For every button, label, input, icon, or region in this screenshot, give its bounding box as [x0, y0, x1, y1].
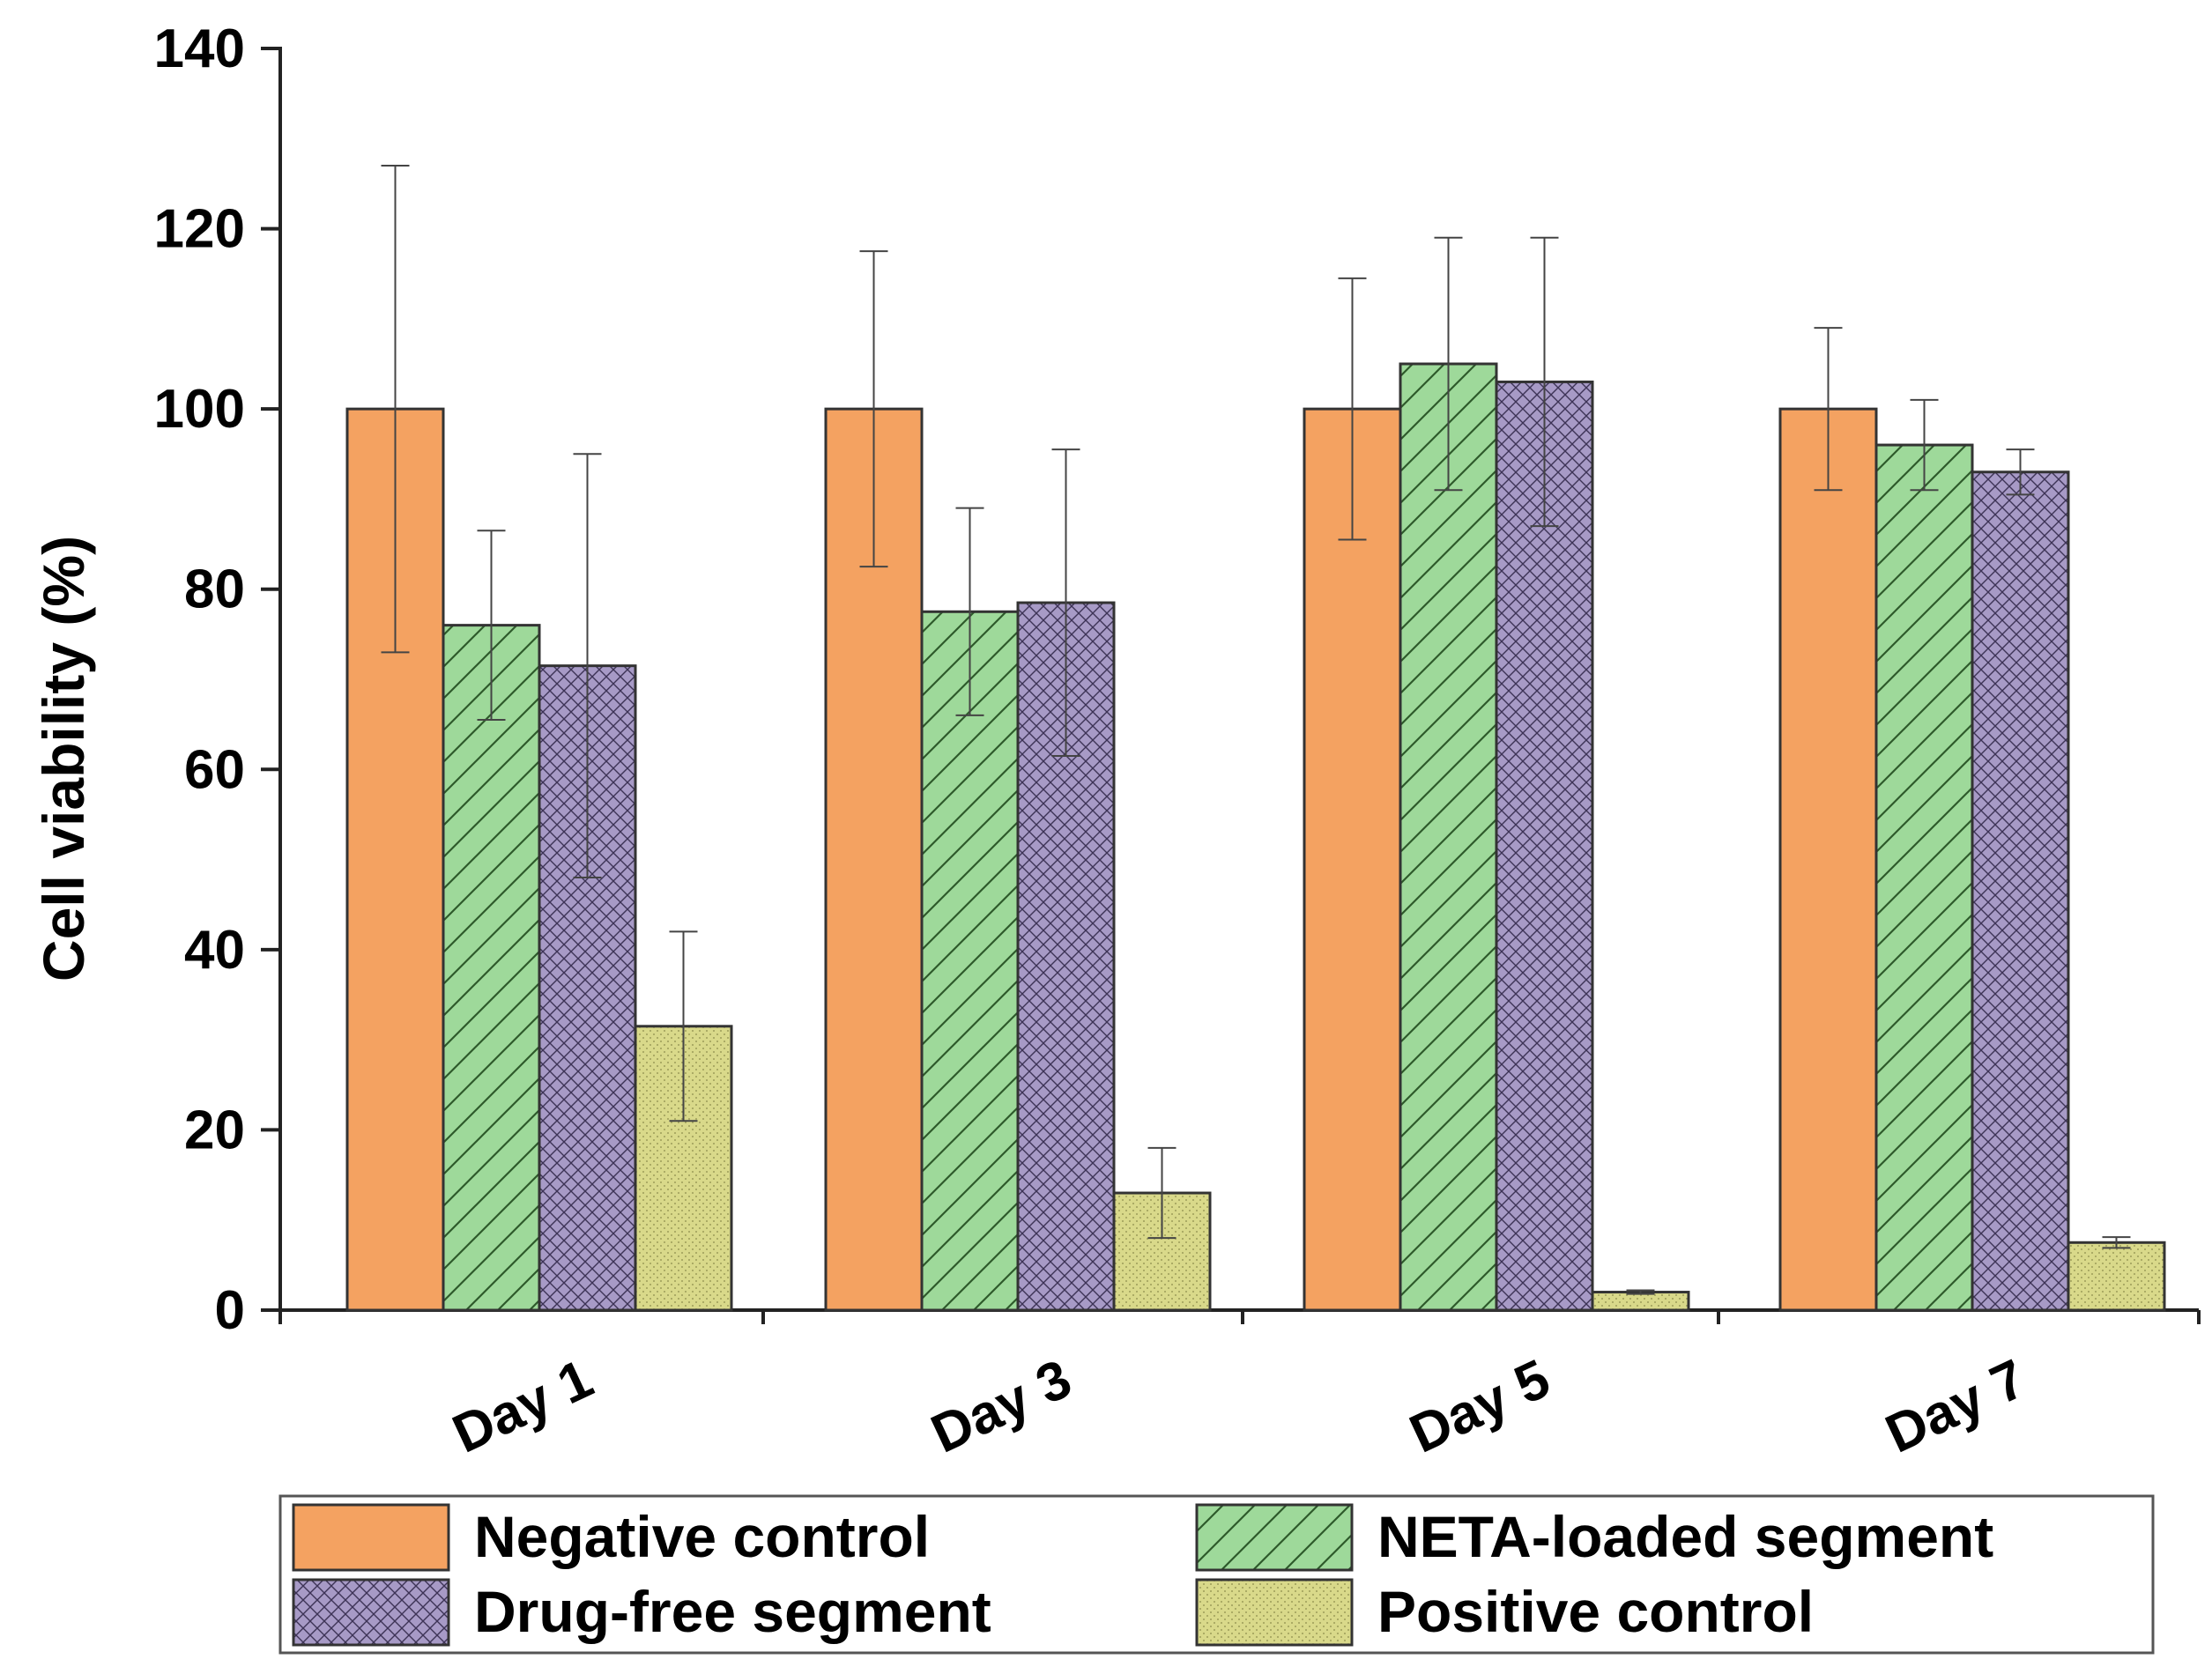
error-bar-negative-2 [859, 250, 888, 568]
error-bar-positive-1 [669, 930, 698, 1122]
bar-negative-4 [1778, 407, 1878, 1312]
x-tick-label: Day 7 [1877, 1348, 2035, 1464]
y-tick-label: 60 [184, 739, 245, 800]
bar-drugfree-4 [1971, 470, 2070, 1312]
legend-label-neta: NETA-loaded segment [1377, 1504, 1993, 1569]
x-tick-label: Day 3 [923, 1348, 1080, 1464]
x-tick-label: Day 1 [444, 1348, 602, 1464]
bar-positive-3 [1591, 1291, 1690, 1312]
error-bar-positive-4 [2102, 1236, 2131, 1249]
y-axis-title: Cell viability (%) [31, 536, 96, 981]
legend-label-negative: Negative control [474, 1504, 930, 1569]
bar-neta-1 [442, 624, 541, 1312]
y-tick-label: 120 [154, 199, 245, 260]
error-bar-negative-4 [1814, 327, 1843, 492]
bar-drugfree-3 [1495, 380, 1594, 1312]
legend-swatch-negative [292, 1503, 450, 1572]
error-bars [381, 164, 2131, 1295]
bar-negative-3 [1303, 407, 1402, 1312]
error-bar-neta-4 [1910, 398, 1939, 492]
bar-neta-2 [920, 610, 1020, 1312]
bar-positive-4 [2067, 1241, 2166, 1312]
y-tick-label: 20 [184, 1100, 245, 1160]
error-bar-negative-3 [1338, 277, 1367, 541]
legend-label-positive: Positive control [1377, 1579, 1814, 1644]
error-bar-neta-2 [955, 507, 984, 716]
error-bar-neta-1 [477, 530, 506, 722]
legend-label-drugfree: Drug-free segment [474, 1579, 991, 1644]
error-bar-drugfree-1 [573, 453, 602, 879]
error-bar-positive-2 [1147, 1146, 1177, 1240]
bar-neta-3 [1399, 362, 1498, 1312]
y-tick-label: 80 [184, 559, 245, 620]
x-tick-label: Day 5 [1401, 1348, 1559, 1464]
error-bar-drugfree-3 [1530, 236, 1559, 528]
error-bar-drugfree-4 [2006, 448, 2035, 496]
y-tick-label: 100 [154, 379, 245, 440]
error-bar-drugfree-2 [1051, 448, 1080, 757]
error-bar-negative-1 [381, 164, 410, 654]
y-tick-label: 0 [215, 1280, 245, 1341]
legend-swatch-positive [1195, 1578, 1354, 1647]
legend-swatch-neta [1195, 1503, 1354, 1572]
bars [345, 362, 2166, 1312]
error-bar-neta-3 [1434, 236, 1463, 492]
bar-neta-4 [1874, 443, 1974, 1312]
legend: Negative control NETA-loaded segment Drug-… [278, 1494, 2155, 1655]
y-tick-label: 140 [154, 19, 245, 79]
legend-swatch-drugfree [292, 1578, 450, 1647]
error-bar-positive-3 [1626, 1289, 1655, 1295]
y-tick-label: 40 [184, 920, 245, 981]
